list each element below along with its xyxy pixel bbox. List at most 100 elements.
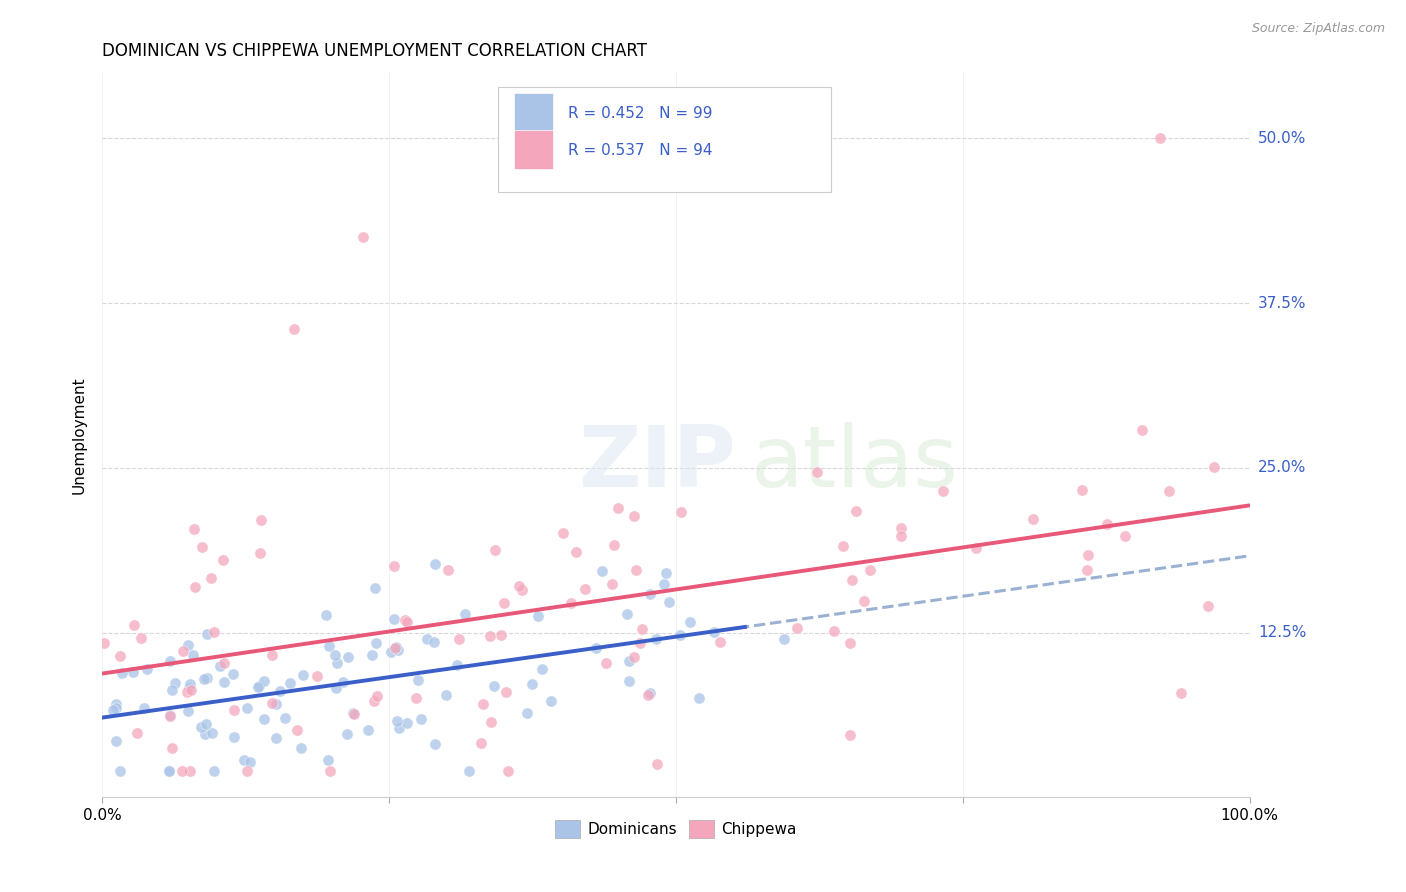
Point — [623, 650, 645, 665]
Point — [200, 571, 222, 585]
Point — [364, 636, 387, 650]
Point — [342, 706, 364, 720]
Text: atlas: atlas — [751, 423, 959, 506]
Point — [332, 675, 354, 690]
Text: R = 0.537   N = 94: R = 0.537 N = 94 — [568, 144, 713, 158]
Point — [222, 666, 245, 681]
Point — [247, 680, 270, 694]
Point — [553, 526, 575, 541]
Point — [395, 716, 418, 731]
Point — [446, 657, 468, 672]
Point — [823, 624, 845, 639]
Point — [387, 714, 409, 728]
Point — [492, 596, 515, 610]
Point — [159, 707, 181, 722]
Point — [336, 727, 359, 741]
Point — [325, 681, 347, 696]
Point — [249, 546, 271, 560]
Point — [520, 677, 543, 691]
Point — [122, 618, 145, 632]
Point — [853, 594, 876, 608]
Point — [540, 694, 562, 708]
Point — [606, 501, 628, 516]
Point — [343, 706, 366, 721]
Point — [385, 640, 408, 654]
Point — [425, 737, 447, 751]
Point — [172, 643, 194, 657]
Point — [290, 741, 312, 756]
Point — [470, 736, 492, 750]
Point — [434, 688, 457, 702]
Point — [669, 628, 692, 642]
Point — [323, 648, 346, 662]
Point — [202, 624, 225, 639]
Point — [357, 723, 380, 738]
Point — [1114, 529, 1136, 543]
Y-axis label: Unemployment: Unemployment — [72, 376, 86, 494]
Point — [176, 685, 198, 699]
Point — [104, 733, 127, 747]
Point — [222, 730, 245, 744]
Point — [183, 648, 205, 662]
Point — [273, 711, 295, 725]
Point — [253, 673, 276, 688]
Point — [1071, 483, 1094, 497]
Point — [482, 679, 505, 693]
Point — [423, 634, 446, 648]
Point — [1077, 548, 1099, 562]
Point — [531, 662, 554, 676]
Point — [526, 609, 548, 624]
Point — [436, 563, 458, 577]
Point — [212, 553, 235, 567]
Point — [159, 654, 181, 668]
Point — [631, 622, 654, 636]
Point — [104, 701, 127, 715]
Point — [619, 674, 641, 689]
Point — [560, 596, 582, 610]
Point — [195, 717, 218, 731]
Point — [1149, 131, 1171, 145]
Point — [890, 529, 912, 543]
Point — [285, 723, 308, 737]
Point — [637, 688, 659, 702]
Point — [845, 503, 868, 517]
Point — [479, 629, 502, 643]
Point — [387, 642, 409, 657]
Point — [132, 701, 155, 715]
Text: ZIP: ZIP — [578, 423, 737, 506]
Point — [382, 558, 405, 573]
Point — [157, 764, 180, 778]
Point — [832, 539, 855, 553]
Point — [190, 720, 212, 734]
Point — [510, 583, 533, 598]
Text: DOMINICAN VS CHIPPEWA UNEMPLOYMENT CORRELATION CHART: DOMINICAN VS CHIPPEWA UNEMPLOYMENT CORRE… — [103, 42, 647, 60]
Point — [1170, 686, 1192, 700]
Point — [449, 632, 471, 646]
Point — [638, 686, 661, 700]
Point — [839, 727, 862, 741]
Point — [859, 563, 882, 577]
Point — [1197, 599, 1219, 613]
Point — [162, 741, 184, 756]
Point — [191, 540, 214, 554]
Point — [247, 679, 270, 693]
Point — [180, 682, 202, 697]
Point — [585, 640, 607, 655]
Point — [179, 764, 201, 778]
Point — [688, 690, 710, 705]
Point — [195, 672, 218, 686]
Point — [193, 672, 215, 686]
Point — [172, 764, 194, 778]
Point — [160, 683, 183, 698]
Point — [177, 638, 200, 652]
Point — [423, 557, 446, 571]
Text: 50.0%: 50.0% — [1258, 131, 1306, 145]
Point — [382, 611, 405, 625]
Point — [135, 662, 157, 676]
Point — [600, 577, 623, 591]
Point — [454, 607, 477, 621]
Point — [388, 721, 411, 735]
Text: R = 0.452   N = 99: R = 0.452 N = 99 — [568, 105, 713, 120]
Point — [194, 727, 217, 741]
Point — [337, 649, 360, 664]
